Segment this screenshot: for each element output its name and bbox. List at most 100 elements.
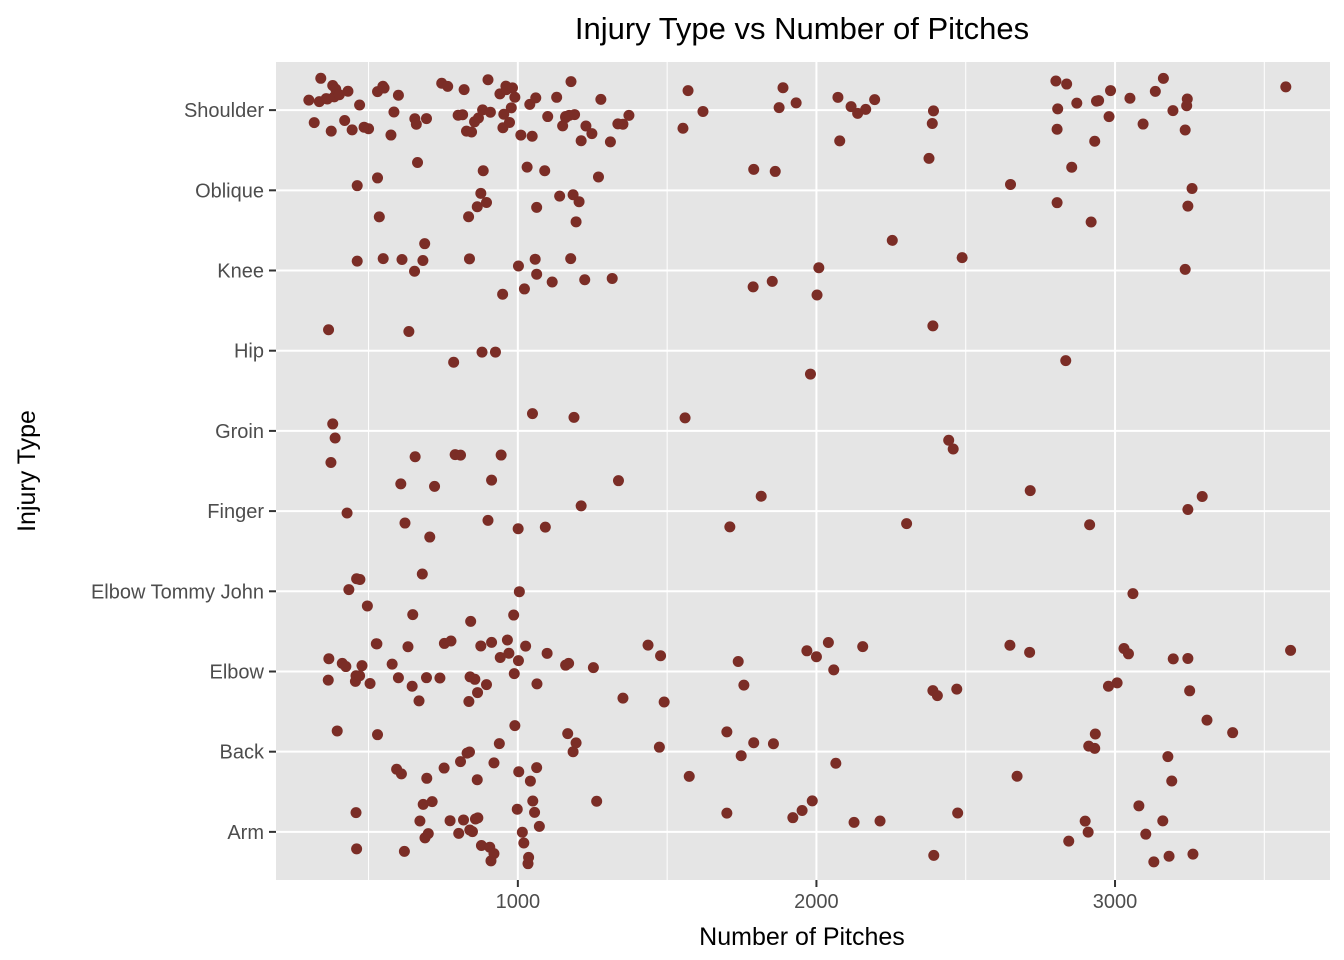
data-point: [410, 118, 422, 130]
data-point: [848, 816, 860, 828]
data-point: [482, 74, 494, 86]
data-point: [351, 843, 363, 855]
data-point: [811, 289, 823, 301]
data-point: [448, 356, 460, 368]
data-point: [1082, 826, 1094, 838]
data-point: [1166, 775, 1178, 787]
data-point: [396, 253, 408, 265]
data-point: [325, 456, 337, 468]
data-point: [1162, 751, 1174, 763]
data-point: [1182, 652, 1194, 664]
data-point: [796, 805, 808, 817]
data-point: [1084, 519, 1096, 531]
data-point: [947, 443, 959, 455]
data-point: [738, 679, 750, 691]
data-point: [529, 253, 541, 265]
data-point: [471, 774, 483, 786]
data-point: [822, 637, 834, 649]
data-point: [308, 117, 320, 129]
data-point: [901, 518, 913, 530]
grid-lines: [276, 62, 1330, 880]
data-point: [515, 129, 527, 141]
data-point: [539, 165, 551, 177]
data-point: [465, 615, 477, 627]
data-point: [1111, 677, 1123, 689]
data-point: [1182, 200, 1194, 212]
data-point: [422, 828, 434, 840]
data-point: [813, 262, 825, 274]
data-point: [828, 664, 840, 676]
data-point: [520, 640, 532, 652]
data-point: [575, 135, 587, 147]
data-point: [466, 126, 478, 138]
data-point: [1089, 742, 1101, 754]
data-point: [340, 661, 352, 673]
data-point: [931, 690, 943, 702]
data-point: [767, 738, 779, 750]
data-point: [769, 165, 781, 177]
data-point: [341, 507, 353, 519]
data-point: [503, 647, 515, 659]
data-point: [421, 772, 433, 784]
data-point: [724, 521, 736, 533]
data-point: [1071, 97, 1083, 109]
data-point: [860, 103, 872, 115]
data-point: [1196, 491, 1208, 503]
data-point: [398, 845, 410, 857]
data-point: [604, 136, 616, 148]
data-point: [509, 720, 521, 732]
data-point: [476, 346, 488, 358]
data-point: [518, 837, 530, 849]
x-tick-label: 2000: [794, 891, 839, 913]
data-point: [735, 750, 747, 762]
data-point: [1079, 815, 1091, 827]
data-point: [354, 99, 366, 111]
data-point: [554, 190, 566, 202]
data-point: [1085, 216, 1097, 228]
data-point: [377, 253, 389, 265]
data-point: [810, 651, 822, 663]
data-point: [471, 201, 483, 213]
y-tick-label: Oblique: [195, 180, 264, 202]
data-point: [438, 762, 450, 774]
data-point: [570, 737, 582, 749]
data-point: [1186, 182, 1198, 194]
data-point: [1133, 800, 1145, 812]
data-point: [790, 97, 802, 109]
data-point: [399, 517, 411, 529]
data-point: [385, 129, 397, 141]
data-point: [845, 101, 857, 113]
data-point: [1103, 111, 1115, 123]
data-point: [927, 105, 939, 117]
data-point: [1140, 828, 1152, 840]
data-point: [475, 640, 487, 652]
data-point: [329, 432, 341, 444]
data-point: [1167, 653, 1179, 665]
data-point: [388, 106, 400, 118]
data-point: [655, 650, 667, 662]
data-point: [804, 368, 816, 380]
data-point: [463, 253, 475, 265]
data-point: [546, 276, 558, 288]
data-point: [505, 102, 517, 114]
data-point: [475, 187, 487, 199]
data-point: [1167, 105, 1179, 117]
data-point: [407, 609, 419, 621]
data-point: [373, 211, 385, 223]
data-point: [463, 211, 475, 223]
data-point: [573, 196, 585, 208]
data-point: [1179, 124, 1191, 136]
data-point: [346, 124, 358, 136]
data-point: [486, 474, 498, 486]
data-point: [403, 325, 415, 337]
y-tick-label: Elbow Tommy John: [91, 581, 264, 603]
data-point: [1105, 85, 1117, 97]
data-point: [1280, 81, 1292, 93]
data-point: [412, 156, 424, 168]
data-point: [372, 172, 384, 184]
data-point: [1285, 644, 1297, 656]
data-point: [481, 679, 493, 691]
data-point: [463, 746, 475, 758]
data-point: [524, 775, 536, 787]
data-point: [513, 586, 525, 598]
